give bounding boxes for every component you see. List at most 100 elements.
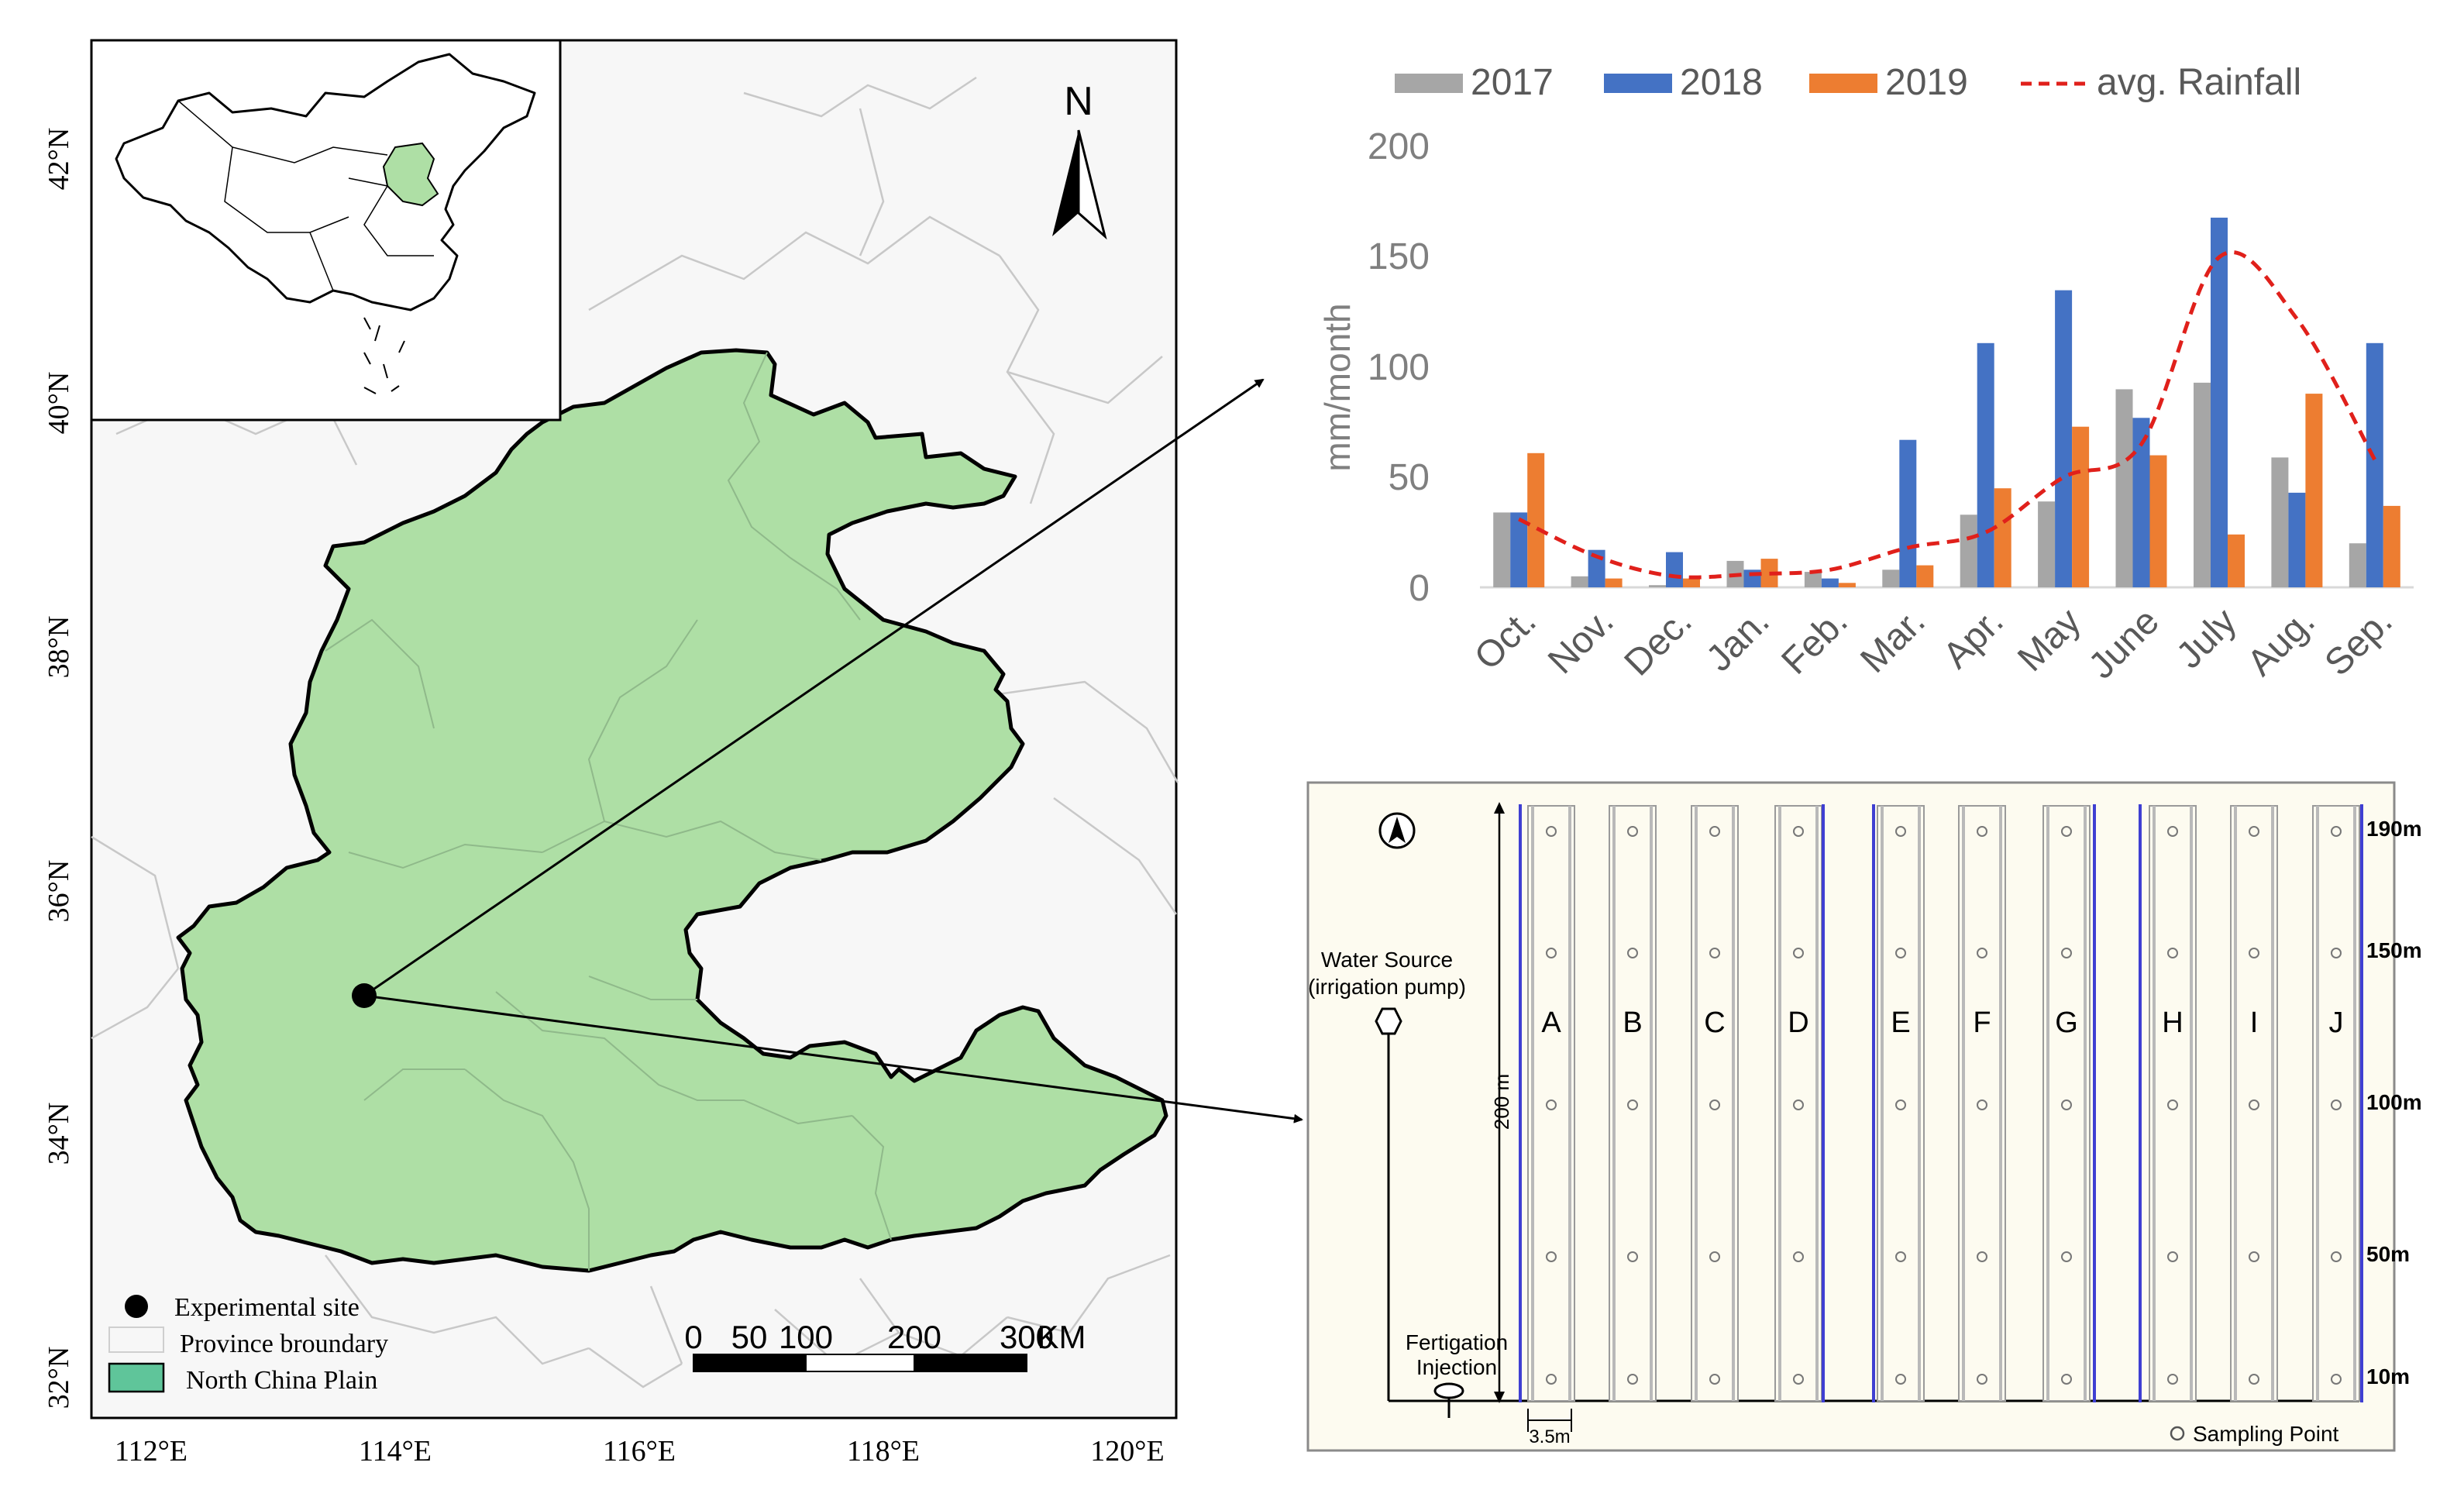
- legend-province-swatch: [108, 1327, 164, 1353]
- y-tick-150: 150: [1368, 236, 1430, 277]
- plot-strip-a: [1527, 805, 1575, 1402]
- lon-label-116: 116°E: [603, 1435, 676, 1468]
- sampling-point: [2061, 1251, 2072, 1262]
- lon-label-114: 114°E: [359, 1435, 432, 1468]
- sampling-point: [1895, 826, 1906, 837]
- sampling-point: [2331, 1374, 2342, 1385]
- sampling-point: [2249, 948, 2259, 958]
- y-tick-50: 50: [1389, 457, 1430, 498]
- lat-label-36: 36°N: [43, 860, 75, 923]
- lon-label-118: 118°E: [847, 1435, 920, 1468]
- plot-label-f: F: [1973, 1007, 1991, 1039]
- plots-layer: A B C D E F G H I J: [1527, 805, 2360, 1402]
- sampling-point-legend-label: Sampling Point: [2193, 1422, 2339, 1446]
- sampling-point-legend-icon: [2170, 1426, 2185, 1441]
- water-source-pump-icon: [1375, 1007, 1402, 1035]
- plot-label-h: H: [2162, 1007, 2183, 1039]
- bar-2019-nov: [1605, 578, 1623, 587]
- sampling-point: [2061, 948, 2072, 958]
- sampling-point: [2061, 1374, 2072, 1385]
- x-label-july: July: [2169, 600, 2245, 676]
- bar-2019-oct: [1527, 453, 1545, 587]
- sampling-point: [2061, 1099, 2072, 1110]
- north-china-plain-region: [176, 348, 1168, 1273]
- x-label-apr: Apr.: [1936, 600, 2011, 676]
- connector-arrow-to-layout: [363, 994, 1303, 1124]
- x-axis-labels: Oct. Nov. Dec. Jan. Feb. Mar. Apr. May J…: [1467, 600, 2400, 687]
- y-tick-0: 0: [1409, 568, 1430, 609]
- sampling-point: [1977, 1099, 1987, 1110]
- bar-2018-oct: [1510, 512, 1528, 587]
- sampling-point: [1627, 1374, 1638, 1385]
- bar-2019-sep: [2383, 505, 2400, 587]
- plot-strip-c: [1691, 805, 1739, 1402]
- legend-site-label: Experimental site: [174, 1293, 360, 1322]
- distance-10m: 10m: [2366, 1364, 2410, 1388]
- sampling-point: [1546, 948, 1557, 958]
- bar-2017-feb: [1804, 572, 1822, 587]
- legend-site-icon: [125, 1295, 148, 1318]
- bar-2019-apr: [1994, 488, 2011, 587]
- sampling-point: [1977, 826, 1987, 837]
- sampling-point: [1709, 1374, 1720, 1385]
- sampling-point: [1793, 1099, 1804, 1110]
- lat-label-42: 42°N: [43, 128, 75, 191]
- y-tick-200: 200: [1368, 126, 1430, 167]
- lat-label-40: 40°N: [43, 372, 75, 435]
- sampling-point: [1709, 948, 1720, 958]
- bar-2019-may: [2072, 426, 2090, 587]
- bar-2019-mar: [1916, 565, 1934, 587]
- sampling-point: [1793, 1374, 1804, 1385]
- scale-unit: KM: [1038, 1319, 1086, 1355]
- bar-2017-june: [2115, 389, 2133, 587]
- sampling-point: [1793, 826, 1804, 837]
- distance-50m: 50m: [2366, 1242, 2410, 1266]
- sampling-point: [1627, 1251, 1638, 1262]
- x-label-june: June: [2081, 600, 2167, 687]
- bar-2019-july: [2228, 534, 2245, 587]
- sampling-point: [1977, 1374, 1987, 1385]
- bar-2019-dec: [1683, 578, 1700, 587]
- layout-north-arrow-icon: [1389, 817, 1406, 843]
- scale-bar: 0 50 100 200 300 KM: [684, 1319, 1086, 1372]
- plot-group-borders: [1519, 804, 2363, 1402]
- bar-2018-aug: [2288, 492, 2306, 587]
- bar-2019-aug: [2305, 394, 2323, 587]
- bar-2017-may: [2038, 501, 2056, 587]
- plot-strip-g: [2042, 805, 2091, 1402]
- bar-2018-feb: [1821, 578, 1839, 587]
- inset-map: [90, 39, 562, 422]
- bar-2019-jan: [1760, 559, 1778, 587]
- y-tick-100: 100: [1368, 347, 1430, 388]
- longitude-labels: 112°E 114°E 116°E 118°E 120°E: [115, 1435, 1165, 1468]
- legend-2018-label: 2018: [1680, 62, 1763, 103]
- bar-2018-sep: [2366, 342, 2383, 587]
- x-label-dec: Dec.: [1617, 600, 1700, 683]
- bar-2019-feb: [1838, 583, 1856, 587]
- x-label-mar: Mar.: [1853, 600, 1932, 680]
- legend-2018-swatch: [1604, 74, 1672, 93]
- bar-2018-june: [2132, 418, 2150, 587]
- sampling-point: [1977, 948, 1987, 958]
- y-axis-ticks: 200 150 100 50 0: [1368, 126, 1430, 609]
- width-dimension-label: 3.5m: [1529, 1426, 1570, 1447]
- bars-layer: [1493, 217, 2400, 587]
- rainfall-chart: 2017 2018 2019 avg. Rainfall mm/month 20…: [1317, 62, 2414, 687]
- inset-internal-lines: [177, 100, 434, 291]
- province-boundaries: [91, 76, 1179, 1388]
- sampling-point: [1709, 826, 1720, 837]
- avg-rainfall-line: [1518, 250, 2376, 580]
- lon-label-112: 112°E: [115, 1435, 188, 1468]
- plot-strip-i: [2230, 805, 2278, 1402]
- south-china-sea-islands: [363, 317, 405, 394]
- sampling-point: [1977, 1251, 1987, 1262]
- lat-label-34: 34°N: [43, 1103, 75, 1165]
- sampling-point: [1709, 1251, 1720, 1262]
- x-label-feb: Feb.: [1774, 600, 1855, 682]
- sampling-point: [1546, 1251, 1557, 1262]
- north-arrow: N: [1052, 79, 1107, 240]
- sampling-point: [2061, 826, 2072, 837]
- distance-labels: 190m 150m 100m 50m 10m: [2366, 817, 2422, 1388]
- sampling-point: [2331, 1099, 2342, 1110]
